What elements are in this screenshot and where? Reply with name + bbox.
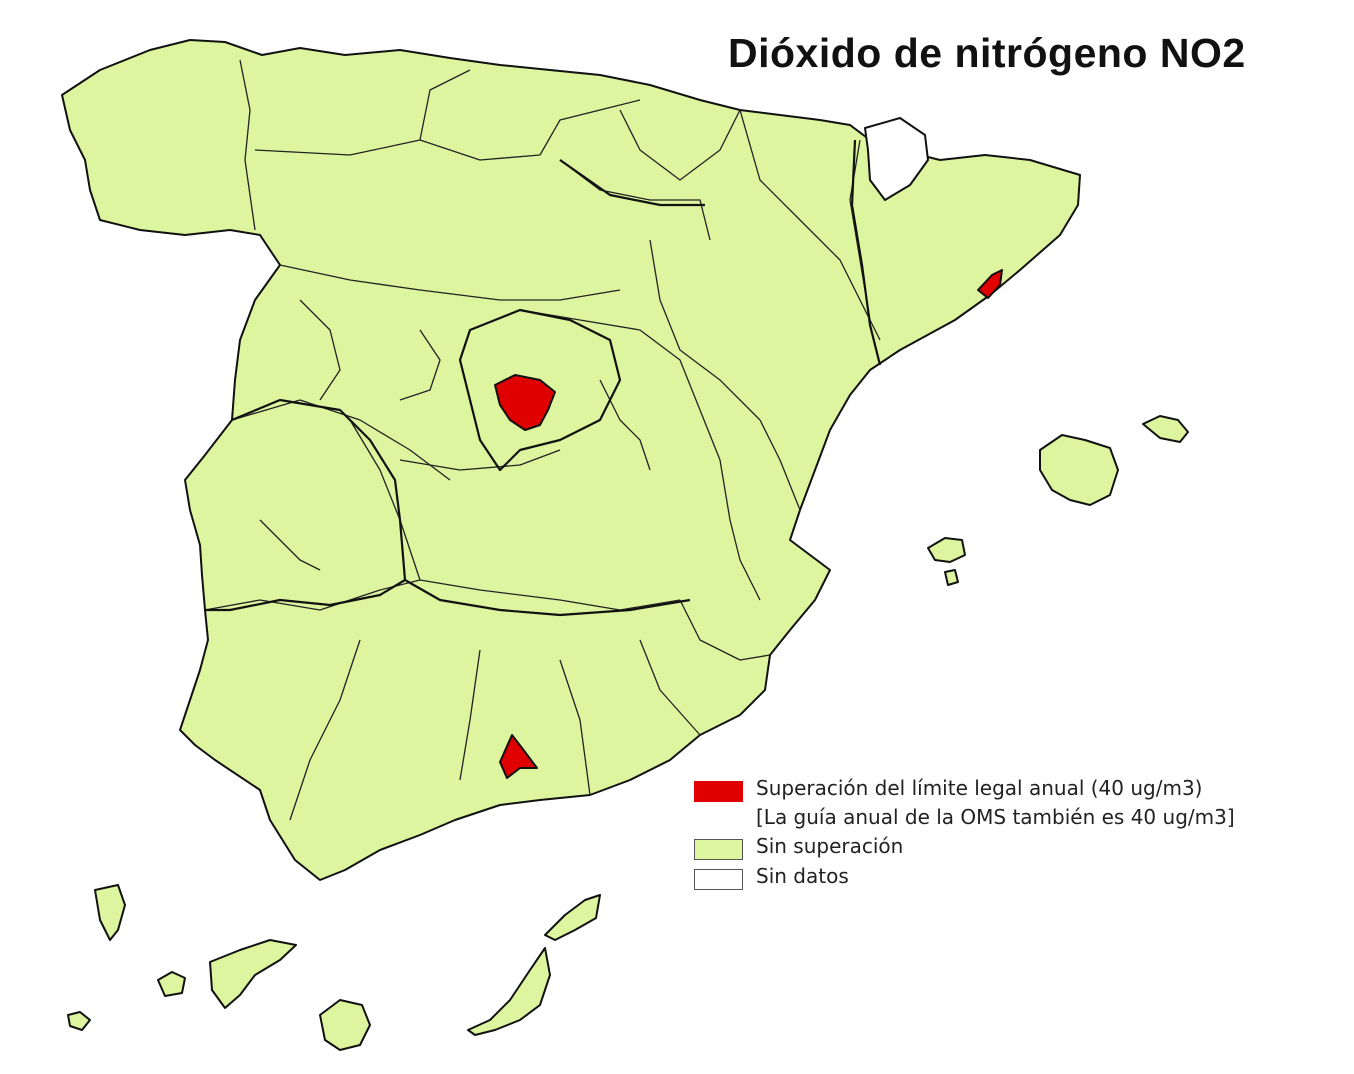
legend-swatch-no-data: [694, 869, 743, 890]
canary-islands: [67, 884, 601, 1051]
legend-swatch-exceed: [694, 781, 743, 802]
andorra-region: [864, 117, 929, 201]
community-borders: [205, 139, 882, 617]
granada-exceed-area: [499, 734, 538, 779]
legend-swatch-no-exceed: [694, 839, 743, 860]
balearic-islands: [927, 415, 1189, 586]
barcelona-exceed-area: [977, 269, 1003, 299]
peninsula-region: [61, 39, 1081, 881]
regional-borders: [204, 59, 881, 821]
legend-label-no-data: Sin datos: [756, 864, 849, 888]
legend-label-who-note: [La guía anual de la OMS también es 40 u…: [756, 805, 1235, 829]
legend-label-no-exceed: Sin superación: [756, 834, 904, 858]
madrid-exceed-area: [494, 374, 556, 431]
legend-label-exceed: Superación del límite legal anual (40 ug…: [756, 776, 1203, 800]
map-title: Dióxido de nitrógeno NO2: [728, 30, 1246, 76]
